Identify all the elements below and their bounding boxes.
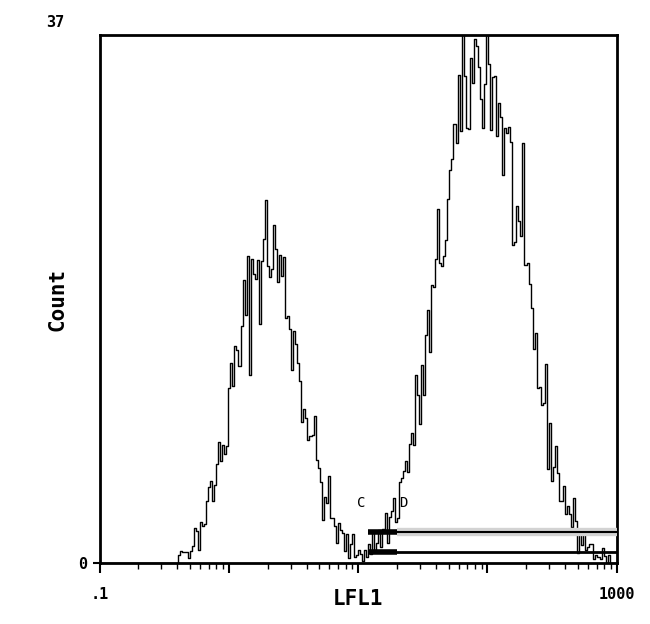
Text: D: D: [399, 497, 408, 510]
Text: C: C: [357, 497, 365, 510]
Text: 37: 37: [46, 14, 65, 29]
Y-axis label: Count: Count: [47, 268, 68, 331]
X-axis label: LFL1: LFL1: [333, 589, 384, 609]
Text: 1000: 1000: [599, 587, 635, 602]
Text: .1: .1: [90, 587, 109, 602]
